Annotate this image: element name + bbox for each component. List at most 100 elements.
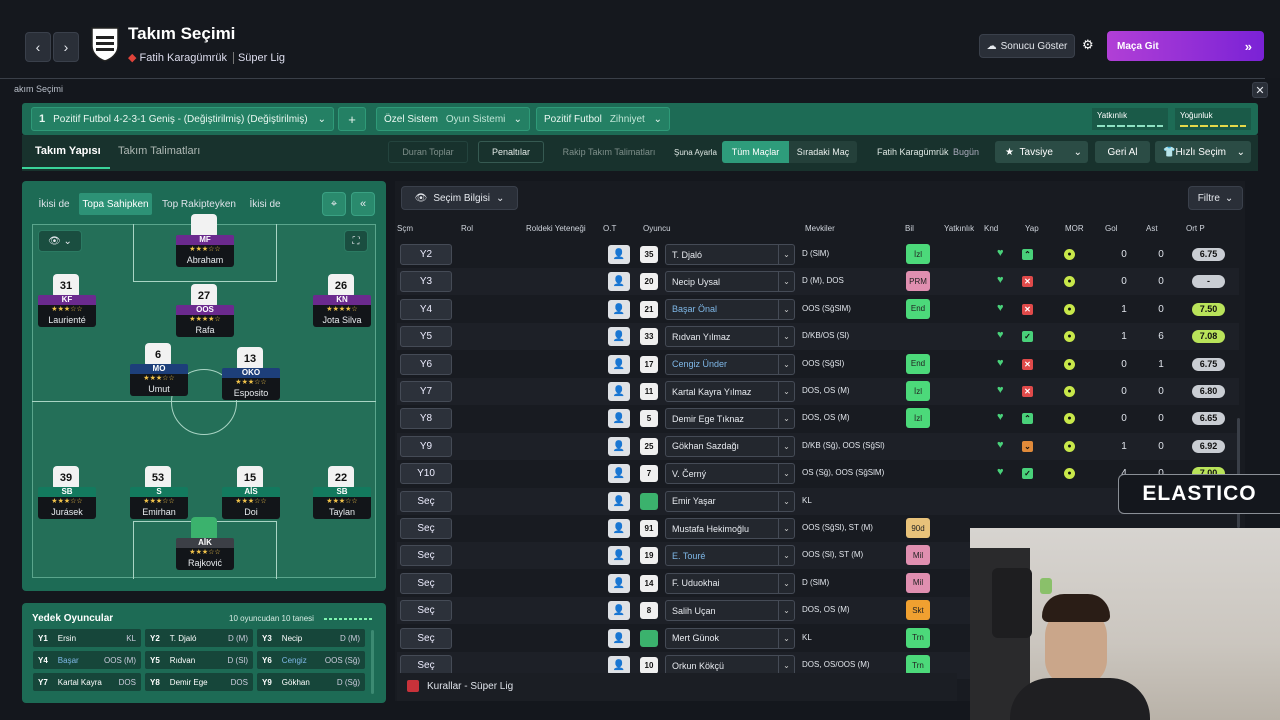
sub-slot[interactable]: Y3 Necip D (M) [257,629,365,647]
pitch-player[interactable]: AİK ★★★☆☆ Rajković [172,517,238,571]
selection-slot[interactable]: Seç [400,627,452,649]
table-row[interactable]: Y4 👤 21 Başar Önal ⌄ OOS (SğSlM) End ♥ ✕ ● 1 0… [397,296,1239,323]
sub-slot[interactable]: Y1 Ersin KL [33,629,141,647]
col-player[interactable]: Oyuncu [643,224,671,233]
tab-team-structure[interactable]: Takım Yapısı [35,145,101,157]
col-goals[interactable]: Gol [1105,224,1118,233]
table-row[interactable]: Seç 👤 14 F. Uduokhai ⌄ D (SlM) Mil [397,570,1239,597]
info-badge[interactable]: Trn [906,655,930,675]
col-info[interactable]: Bil [905,224,914,233]
intensity-meter[interactable]: Yoğunluk [1175,108,1251,130]
col-role-ability[interactable]: Roldeki Yeteneği [526,224,586,233]
person-icon[interactable]: 👤 [608,382,630,401]
mode-tab-both[interactable]: İkisi de [38,198,70,210]
selection-slot[interactable]: Y3 [400,271,452,293]
sub-slot[interactable]: Y6 Cengiz OOS (Sğ) [257,651,365,669]
col-morale[interactable]: MOR [1065,224,1084,233]
pitch-player[interactable]: 31 KF ★★★☆☆ Laurienté [34,274,100,328]
mode-tab-out-of-possession[interactable]: Top Rakipteyken [162,198,236,210]
selection-slot[interactable]: Y2 [400,244,452,265]
player-select[interactable]: Cengiz Ünder ⌄ [665,353,795,375]
mode-tab-both-2[interactable]: İkisi de [249,198,281,210]
table-scrollbar[interactable] [1237,418,1240,528]
selection-slot[interactable]: Seç [400,600,452,622]
person-icon[interactable]: 👤 [608,601,630,621]
subs-scrollbar[interactable] [371,630,374,694]
person-icon[interactable]: 👤 [608,354,630,374]
sub-slot[interactable]: Y9 Gökhan D (Sğ) [257,673,365,691]
selection-slot[interactable]: Y8 [400,408,452,430]
person-icon[interactable]: 👤 [608,491,630,511]
info-badge[interactable]: End [906,298,930,319]
player-select[interactable]: Gökhan Sazdağı ⌄ [665,435,795,457]
col-selection[interactable]: Sçm [397,224,413,233]
person-icon[interactable]: 👤 [608,656,630,675]
mentality-select[interactable]: Pozitif Futbol Zihniyet ⌄ [536,107,670,131]
table-row[interactable]: Y2 👤 35 T. Djaló ⌄ D (SlM) İzl ♥ ⌃ ● 0 0 6.75 [397,241,1239,268]
show-result-button[interactable]: ☁ Sonucu Göster [979,34,1075,58]
tactic-select[interactable]: 1 Pozitif Futbol 4-2-3-1 Geniş - (Değişti… [31,107,334,131]
person-icon[interactable]: 👤 [608,546,630,566]
add-tactic-button[interactable]: + [338,107,366,131]
table-row[interactable]: Seç 👤 Emir Yaşar ⌄ KL [397,487,1239,515]
player-select[interactable]: E. Touré ⌄ [665,545,795,567]
sub-slot[interactable]: Y5 Rıdvan D (Sl) [145,651,253,669]
view-toggle[interactable]: 👁 ⌄ [38,230,82,252]
tab-team-instructions[interactable]: Takım Talimatları [118,145,201,157]
pitch-player[interactable]: 53 S ★★★☆☆ Emirhan [126,466,192,520]
selection-slot[interactable]: Y10 [400,463,452,485]
person-icon[interactable]: 👤 [608,272,630,292]
table-row[interactable]: Y6 👤 17 Cengiz Ünder ⌄ OOS (SğSl) End ♥ ✕ ● 0… [397,351,1239,378]
player-select[interactable]: Kartal Kayra Yılmaz ⌄ [665,381,795,402]
person-icon[interactable]: 👤 [608,299,630,319]
info-badge[interactable]: İzl [906,381,930,401]
pitch-player[interactable]: 22 SB ★★★☆☆ Taylan [309,466,375,520]
selection-info-dropdown[interactable]: 👁 Seçim Bilgisi ⌄ [401,186,518,210]
pitch-player[interactable]: 15 AİS ★★★☆☆ Doi [218,466,284,520]
person-icon[interactable]: 👤 [608,628,630,648]
info-badge[interactable]: Trn [906,627,930,648]
player-select[interactable]: Başar Önal ⌄ [665,298,795,320]
info-badge[interactable]: İzl [906,408,930,429]
table-row[interactable]: Y5 👤 33 Rıdvan Yılmaz ⌄ D/KB/OS (Sl) ♥ ✓ ● 1… [397,323,1239,351]
table-row[interactable]: Y7 👤 11 Kartal Kayra Yılmaz ⌄ DOS, OS (M)… [397,378,1239,405]
col-positions[interactable]: Mevkiler [805,224,835,233]
sub-slot[interactable]: Y8 Demir Ege DOS [145,673,253,691]
selection-slot[interactable]: Y6 [400,353,452,375]
club-name[interactable]: Fatih Karagümrük [139,52,227,64]
quick-pick-dropdown[interactable]: 👕 Hızlı Seçim ⌄ [1155,141,1251,163]
col-yap[interactable]: Yap [1025,224,1039,233]
gear-icon[interactable]: ⚙ [1082,37,1094,52]
col-condition[interactable]: Knd [984,224,999,233]
penalties-button[interactable]: Penaltılar [478,141,544,163]
pitch-player[interactable]: 6 MO ★★★☆☆ Umut [126,343,192,397]
person-icon[interactable]: 👤 [608,436,630,456]
table-row[interactable]: Y3 👤 20 Necip Uysal ⌄ D (M), DOS PRM ♥ ✕ ● 0 0… [397,268,1239,296]
player-select[interactable]: T. Djaló ⌄ [665,244,795,265]
player-select[interactable]: F. Uduokhai ⌄ [665,572,795,594]
col-assists[interactable]: Ast [1146,224,1158,233]
league-name[interactable]: Süper Lig [232,52,286,64]
pitch-player[interactable]: MF ★★★☆☆ Abraham [172,214,238,268]
sub-slot[interactable]: Y4 Başar OOS (M) [33,651,141,669]
player-select[interactable]: Mert Günok ⌄ [665,627,795,649]
info-badge[interactable]: İzl [906,244,930,264]
info-badge[interactable]: Mil [906,545,930,566]
table-row[interactable]: Y10 👤 7 V. Černý ⌄ OS (Sğ), OOS (SğSlM) ♥… [397,460,1239,487]
col-avg-rating[interactable]: Ort P [1186,224,1205,233]
selection-slot[interactable]: Seç [400,545,452,567]
player-select[interactable]: V. Černý ⌄ [665,463,795,485]
player-select[interactable]: Demir Ege Tıknaz ⌄ [665,408,795,430]
person-icon[interactable]: 👤 [608,573,630,593]
table-row[interactable]: Seç 👤 Mert Günok ⌄ KL Trn [397,625,1239,652]
player-select[interactable]: Salih Uçan ⌄ [665,600,795,622]
pitch-player[interactable]: 26 KN ★★★★☆ Jota Silva [309,274,375,328]
col-role[interactable]: Rol [461,224,474,233]
table-row[interactable]: Y9 👤 25 Gökhan Sazdağı ⌄ D/KB (Sğ), OOS (… [397,432,1239,460]
person-icon[interactable]: 👤 [608,245,630,264]
set-pieces-button[interactable]: Duran Toplar [388,141,468,163]
table-row[interactable]: Y8 👤 5 Demir Ege Tıknaz ⌄ DOS, OS (M) İzl… [397,405,1239,432]
opposition-instructions-button[interactable]: Rakip Takım Talimatları [562,147,656,157]
info-badge[interactable]: PRM [906,271,930,292]
selection-slot[interactable]: Seç [400,572,452,594]
